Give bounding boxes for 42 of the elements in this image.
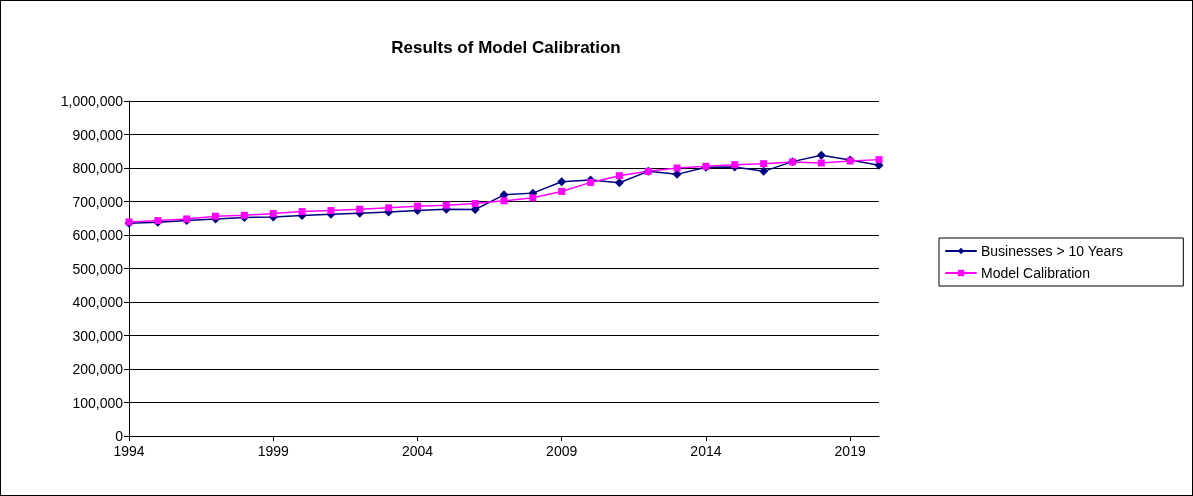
point xyxy=(327,207,335,215)
point xyxy=(615,172,623,180)
point xyxy=(240,211,248,219)
y-tick-label: 1,000,000 xyxy=(60,93,124,109)
y-tick-label: 200,000 xyxy=(72,361,124,377)
point xyxy=(817,159,825,167)
y-tick-label: 300,000 xyxy=(72,327,124,344)
point xyxy=(413,202,421,210)
point xyxy=(298,208,306,216)
point xyxy=(557,177,567,187)
y-tick-label: 400,000 xyxy=(72,294,124,310)
x-tick-label: 2009 xyxy=(546,443,578,459)
point xyxy=(442,201,450,209)
point xyxy=(269,210,277,218)
x-tick-label: 2014 xyxy=(690,443,722,459)
legend-label: Model Calibration xyxy=(981,265,1090,281)
y-tick-label: 900,000 xyxy=(72,126,124,143)
point xyxy=(500,197,508,205)
y-tick-label: 800,000 xyxy=(72,160,124,176)
chart-title: Results of Model Calibration xyxy=(391,38,621,57)
point xyxy=(558,187,566,195)
point xyxy=(673,164,681,172)
x-tick-label: 1994 xyxy=(113,443,145,459)
x-tick-label: 2004 xyxy=(401,443,434,459)
y-tick-label: 500,000 xyxy=(72,260,124,277)
point xyxy=(759,166,769,176)
point xyxy=(212,212,220,220)
point xyxy=(385,204,393,212)
point xyxy=(816,150,826,160)
point xyxy=(529,194,537,202)
point xyxy=(760,160,768,168)
x-tick-label: 1999 xyxy=(257,443,290,459)
point xyxy=(614,178,624,188)
y-tick-label: 600,000 xyxy=(72,227,124,243)
point xyxy=(356,205,364,213)
y-tick-label: 700,000 xyxy=(72,193,124,210)
point xyxy=(471,200,479,208)
legend-label: Businesses > 10 Years xyxy=(981,243,1124,259)
point xyxy=(875,156,883,164)
x-tick-label: 2019 xyxy=(834,443,866,459)
y-tick-label: 0 xyxy=(115,428,124,444)
y-tick-label: 100,000 xyxy=(72,394,124,411)
